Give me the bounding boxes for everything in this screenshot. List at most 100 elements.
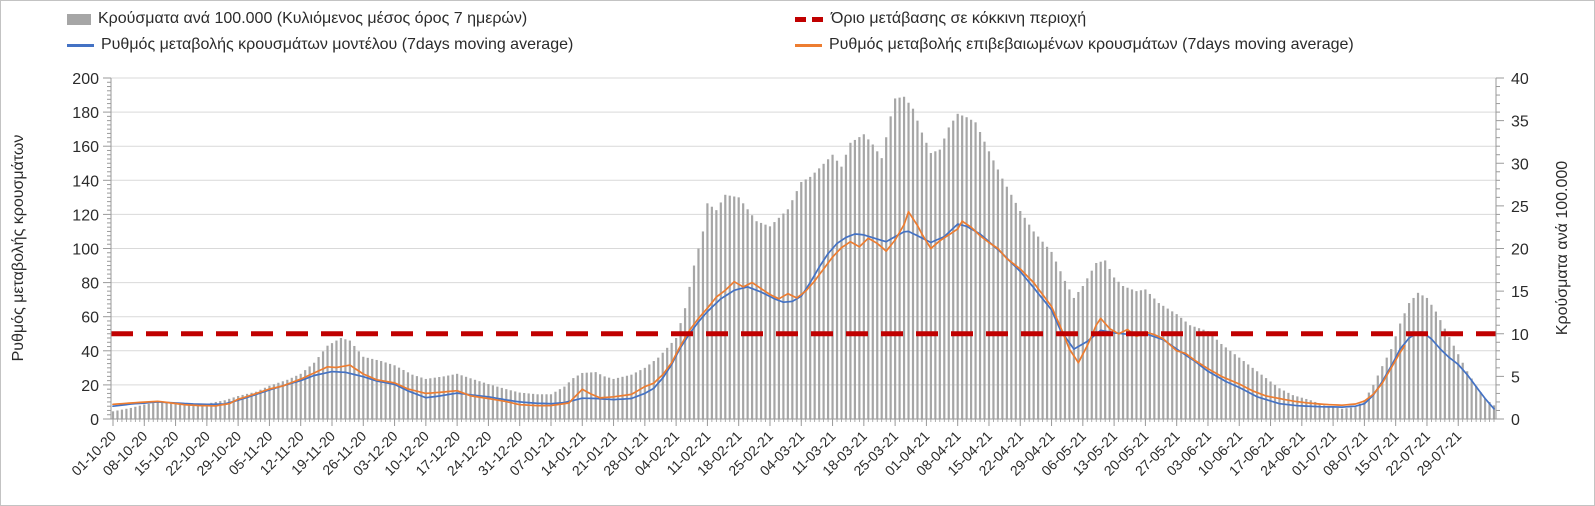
bar xyxy=(1309,400,1312,419)
bar xyxy=(1466,371,1469,419)
bar xyxy=(902,96,906,419)
left-tick-label: 120 xyxy=(72,207,99,224)
left-tick-label: 60 xyxy=(81,310,99,327)
bar xyxy=(111,411,115,419)
bar xyxy=(1305,398,1308,419)
bar xyxy=(969,119,973,420)
bar xyxy=(125,408,128,419)
bar xyxy=(496,386,499,419)
right-tick-label: 25 xyxy=(1511,199,1529,216)
bar xyxy=(782,213,785,419)
left-tick-label: 160 xyxy=(72,139,99,156)
bar xyxy=(1407,303,1411,419)
bar xyxy=(523,392,526,419)
right-tick-label: 5 xyxy=(1511,369,1520,386)
legend-item-model-rate: Ρυθμός μεταβολής κρουσμάτων μοντέλου (7d… xyxy=(67,35,573,55)
bar xyxy=(1121,286,1125,419)
bar xyxy=(1287,392,1290,419)
bar xyxy=(295,375,298,419)
bar xyxy=(156,402,159,419)
bar xyxy=(679,323,682,419)
bar xyxy=(1010,194,1013,419)
bar xyxy=(464,376,468,419)
bar xyxy=(254,391,258,419)
bar xyxy=(1452,345,1455,419)
bar xyxy=(1023,217,1026,419)
bar xyxy=(1063,280,1067,419)
bar xyxy=(1117,281,1120,419)
bar xyxy=(894,98,897,420)
bar xyxy=(724,194,727,419)
legend-label-cases-bars: Κρούσματα ανά 100.000 (Κυλιόμενος μέσος … xyxy=(98,10,528,27)
bar xyxy=(1068,289,1071,419)
bar xyxy=(1188,325,1192,419)
bar xyxy=(947,127,950,419)
bar xyxy=(840,166,843,419)
bar xyxy=(1291,395,1294,419)
right-tick-label: 20 xyxy=(1511,242,1529,259)
bar xyxy=(1421,295,1424,419)
bar xyxy=(1090,270,1093,419)
bar xyxy=(1345,408,1348,419)
bar xyxy=(371,358,374,419)
bar xyxy=(889,116,892,420)
bar xyxy=(433,377,436,419)
bar xyxy=(228,398,231,419)
bar xyxy=(764,224,767,419)
bar xyxy=(661,352,664,419)
bar xyxy=(420,377,423,419)
bar xyxy=(590,372,593,419)
bar xyxy=(818,168,821,419)
bar xyxy=(1050,251,1053,419)
bar xyxy=(1108,268,1111,419)
bar xyxy=(920,132,924,419)
bar xyxy=(1014,202,1017,419)
bar xyxy=(599,374,602,419)
bar xyxy=(961,115,964,419)
bar xyxy=(1461,362,1464,419)
bar xyxy=(670,342,673,419)
bar xyxy=(701,231,705,419)
bar xyxy=(161,402,164,419)
bar xyxy=(402,369,405,419)
bar xyxy=(835,160,839,419)
bar xyxy=(344,339,347,419)
bar xyxy=(826,159,830,419)
bar xyxy=(500,387,503,419)
left-tick-label: 100 xyxy=(72,242,99,259)
bar xyxy=(491,385,494,419)
bar xyxy=(143,404,146,419)
bar xyxy=(1448,337,1451,419)
bar xyxy=(625,375,629,419)
bar xyxy=(1175,314,1178,419)
bar xyxy=(1005,186,1008,419)
bar xyxy=(607,377,611,419)
bar xyxy=(1381,366,1384,419)
bar xyxy=(1197,328,1201,419)
bar xyxy=(1019,210,1022,419)
bar xyxy=(1251,367,1254,419)
bar xyxy=(1260,374,1263,419)
bar xyxy=(1439,320,1442,419)
bar xyxy=(759,222,763,419)
bar xyxy=(925,142,928,420)
bar xyxy=(536,394,539,419)
bar xyxy=(1113,277,1116,419)
bar xyxy=(849,142,852,420)
bar xyxy=(751,215,754,419)
bar xyxy=(934,151,937,419)
bar xyxy=(1126,287,1129,419)
bar xyxy=(1233,354,1236,419)
legend-label-threshold: Όριο μετάβασης σε κόκκινη περιοχή xyxy=(831,10,1087,27)
bar xyxy=(1193,326,1196,419)
bar xyxy=(1054,261,1058,419)
bar xyxy=(357,351,360,419)
bar xyxy=(397,367,401,419)
bar xyxy=(1139,290,1143,419)
bar xyxy=(277,382,280,419)
bar xyxy=(152,403,155,419)
bar xyxy=(996,169,1000,419)
bar xyxy=(268,385,271,419)
